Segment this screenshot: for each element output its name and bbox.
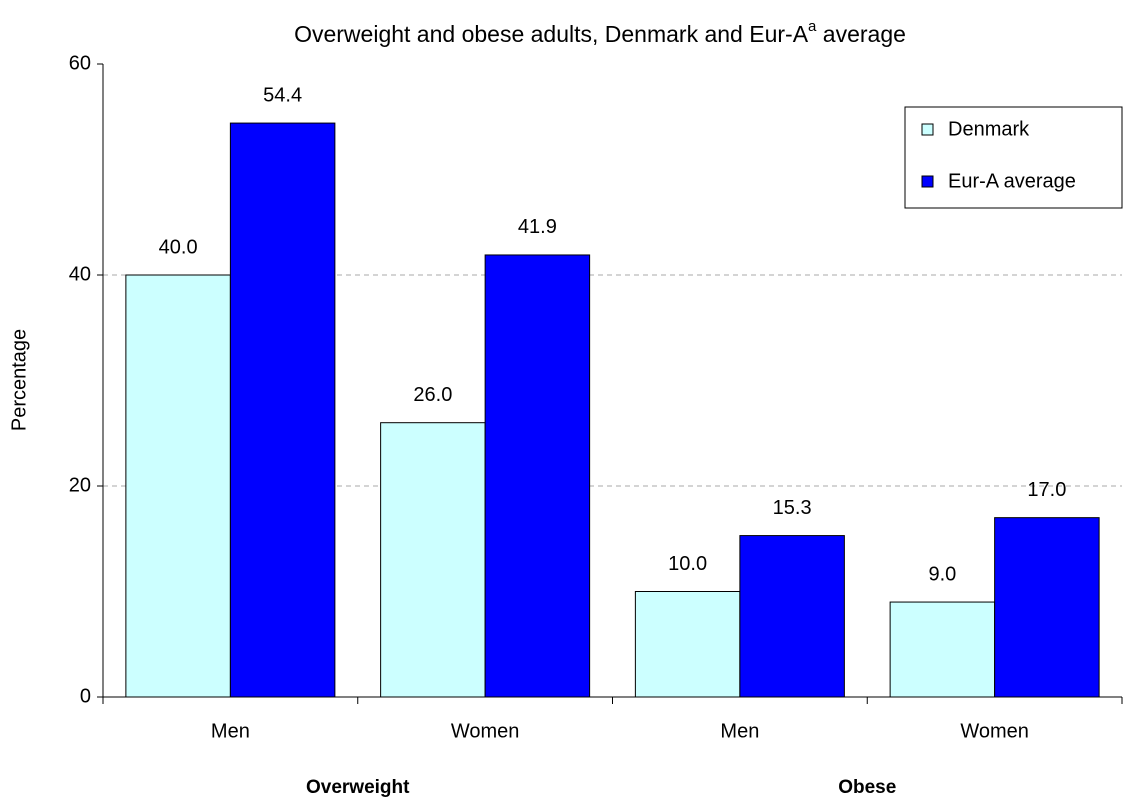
value-label: 54.4 — [263, 84, 302, 106]
legend: Denmark Eur-A average — [904, 106, 1123, 209]
bar — [484, 254, 591, 698]
bar — [380, 422, 486, 698]
y-tick-label: 60 — [69, 52, 91, 74]
x-tick-label: Men — [720, 720, 759, 742]
bar — [229, 122, 336, 698]
y-tick-label: 40 — [69, 263, 91, 285]
bar — [994, 517, 1100, 698]
chart-title: Overweight and obese adults, Denmark and… — [294, 18, 906, 47]
value-label: 9.0 — [928, 563, 956, 585]
legend-box — [904, 106, 1123, 209]
bar — [634, 591, 741, 698]
bar — [739, 535, 845, 698]
value-label: 10.0 — [668, 553, 707, 575]
bar — [889, 601, 996, 698]
bar — [125, 274, 231, 698]
value-label: 40.0 — [159, 236, 198, 258]
value-label: 15.3 — [773, 497, 812, 519]
value-label: 26.0 — [413, 384, 452, 406]
y-axis-label: Percentage — [8, 329, 30, 431]
y-tick-label: 20 — [69, 474, 91, 496]
legend-swatch — [921, 175, 934, 188]
x-tick-label: Women — [960, 720, 1029, 742]
value-label: 41.9 — [518, 216, 557, 238]
y-tick-label: 0 — [80, 685, 91, 707]
legend-label: Denmark — [948, 118, 1030, 140]
legend-label: Eur-A average — [948, 170, 1076, 192]
legend-swatch — [921, 123, 934, 136]
value-label: 17.0 — [1027, 479, 1066, 501]
x-tick-label: Men — [211, 720, 250, 742]
group-label: Overweight — [306, 777, 410, 798]
x-tick-label: Women — [451, 720, 520, 742]
group-label: Obese — [838, 777, 896, 798]
